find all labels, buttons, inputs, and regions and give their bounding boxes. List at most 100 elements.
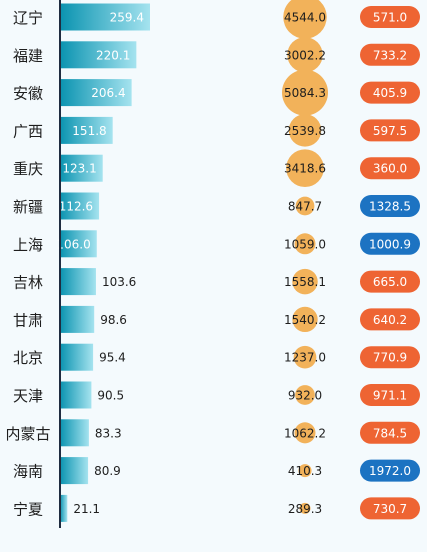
bar-value-label: 90.5 <box>97 389 124 403</box>
value-badge <box>360 43 420 66</box>
bar-value-label: 151.8 <box>72 124 106 138</box>
bar <box>60 457 89 485</box>
bar <box>60 116 113 144</box>
bar-value-label: 206.4 <box>91 86 125 100</box>
region-label: 吉林 <box>13 274 43 292</box>
value-badge <box>360 270 420 293</box>
bubble-value-label: 1062.2 <box>284 426 326 440</box>
bar-value-label: 106.0 <box>56 237 90 251</box>
bubble <box>298 464 312 478</box>
bubble <box>283 0 327 39</box>
bar-value-label: 80.9 <box>94 464 121 478</box>
bubble <box>292 268 318 295</box>
region-label: 天津 <box>13 387 43 405</box>
badge-value-label: 1972.0 <box>369 464 411 478</box>
bar <box>60 494 68 522</box>
bar <box>60 230 97 258</box>
badge-value-label: 1000.9 <box>369 237 411 251</box>
region-label: 北京 <box>13 349 43 367</box>
bubble <box>287 37 323 73</box>
value-badge <box>360 232 420 255</box>
bubble-value-label: 2539.8 <box>284 124 326 138</box>
region-label: 重庆 <box>13 160 43 178</box>
badge-value-label: 733.2 <box>373 48 407 62</box>
value-badge <box>360 119 420 142</box>
badge-value-label: 971.1 <box>373 389 407 403</box>
region-label: 广西 <box>13 122 43 140</box>
value-badge <box>360 384 420 406</box>
bubble <box>288 114 322 147</box>
bar-value-label: 259.4 <box>110 11 144 25</box>
bubble-value-label: 289.3 <box>288 502 322 516</box>
badge-value-label: 730.7 <box>373 502 407 516</box>
bubble-value-label: 4544.0 <box>284 11 326 25</box>
bar <box>60 41 137 69</box>
bar-value-label: 83.3 <box>95 426 122 440</box>
bubble-value-label: 3002.2 <box>284 48 326 62</box>
bar-value-label: 98.6 <box>100 313 127 327</box>
region-label: 海南 <box>13 463 43 481</box>
value-badge <box>360 157 420 180</box>
value-badge <box>360 421 420 444</box>
badge-value-label: 1328.5 <box>369 200 411 214</box>
value-badge <box>360 308 420 331</box>
bar-value-label: 103.6 <box>102 275 136 289</box>
bubble-value-label: 932.0 <box>288 389 322 403</box>
badge-value-label: 597.5 <box>373 124 407 138</box>
badge-value-label: 640.2 <box>373 313 407 327</box>
bar <box>60 305 95 333</box>
region-label: 辽宁 <box>13 9 43 27</box>
bubble <box>294 422 316 444</box>
value-badge <box>360 497 420 520</box>
bubble-value-label: 1540.2 <box>284 313 326 327</box>
bubble <box>282 69 328 116</box>
badge-value-label: 571.0 <box>373 11 407 25</box>
bubble <box>295 196 315 216</box>
value-badge <box>360 6 420 28</box>
value-badge <box>360 346 420 369</box>
value-badge <box>360 81 420 104</box>
bubble-value-label: 410.3 <box>288 464 322 478</box>
region-label: 内蒙古 <box>5 425 50 443</box>
bubble <box>292 306 318 333</box>
bubble-value-label: 5084.3 <box>284 86 326 100</box>
region-label: 安徽 <box>13 85 43 103</box>
bar-value-label: 112.6 <box>59 200 93 214</box>
bubble-value-label: 1558.1 <box>284 275 326 289</box>
bubble <box>286 149 324 188</box>
badge-value-label: 770.9 <box>373 351 407 365</box>
value-badge <box>360 459 420 482</box>
region-label: 福建 <box>13 47 43 65</box>
bar-value-label: 123.1 <box>62 162 96 176</box>
bar <box>60 3 150 31</box>
bar <box>60 154 103 182</box>
bubble-value-label: 847.7 <box>288 200 322 214</box>
bar <box>60 343 94 371</box>
region-label: 新疆 <box>13 198 43 216</box>
region-label: 宁夏 <box>13 500 43 518</box>
badge-value-label: 405.9 <box>373 86 407 100</box>
bubble <box>293 345 317 369</box>
bar <box>60 192 100 220</box>
bubble-value-label: 1237.0 <box>284 351 326 365</box>
region-label: 上海 <box>13 236 43 254</box>
bubble <box>295 385 315 405</box>
bar <box>60 79 132 107</box>
region-label: 甘肃 <box>13 311 43 329</box>
badge-value-label: 665.0 <box>373 275 407 289</box>
badge-value-label: 784.5 <box>373 426 407 440</box>
bar-value-label: 95.4 <box>99 351 126 365</box>
value-badge <box>360 195 420 217</box>
bubble-value-label: 1059.0 <box>284 237 326 251</box>
bubble-value-label: 3418.6 <box>284 162 326 176</box>
bar <box>60 381 92 409</box>
badge-value-label: 360.0 <box>373 162 407 176</box>
bar-value-label: 21.1 <box>73 502 100 516</box>
bar <box>60 268 96 296</box>
bubble <box>294 233 316 255</box>
bubble <box>299 502 311 514</box>
bar <box>60 419 89 447</box>
bar-value-label: 220.1 <box>96 48 130 62</box>
